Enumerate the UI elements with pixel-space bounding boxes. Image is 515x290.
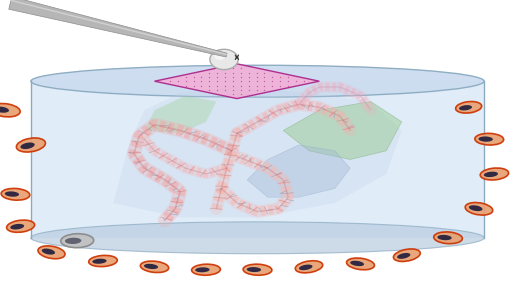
- Ellipse shape: [5, 191, 19, 197]
- Polygon shape: [9, 0, 227, 57]
- Ellipse shape: [141, 261, 168, 273]
- Ellipse shape: [65, 238, 81, 244]
- Ellipse shape: [0, 106, 9, 113]
- Ellipse shape: [299, 264, 313, 270]
- Ellipse shape: [16, 138, 45, 152]
- Ellipse shape: [484, 172, 498, 177]
- Ellipse shape: [214, 52, 226, 60]
- Ellipse shape: [295, 261, 323, 273]
- Ellipse shape: [350, 261, 364, 266]
- Ellipse shape: [480, 168, 509, 180]
- Ellipse shape: [31, 65, 484, 97]
- Ellipse shape: [1, 188, 30, 200]
- Ellipse shape: [10, 224, 24, 229]
- Ellipse shape: [247, 267, 261, 272]
- Ellipse shape: [192, 264, 220, 275]
- Ellipse shape: [42, 249, 55, 255]
- Ellipse shape: [61, 234, 94, 248]
- Ellipse shape: [144, 264, 158, 269]
- Ellipse shape: [89, 255, 117, 267]
- Ellipse shape: [465, 202, 493, 215]
- Ellipse shape: [469, 205, 483, 211]
- Ellipse shape: [38, 246, 65, 259]
- Ellipse shape: [210, 49, 238, 70]
- Ellipse shape: [437, 235, 452, 240]
- Ellipse shape: [195, 267, 210, 272]
- Ellipse shape: [21, 142, 35, 149]
- Ellipse shape: [31, 222, 484, 254]
- Ellipse shape: [0, 104, 20, 117]
- Ellipse shape: [393, 249, 420, 262]
- Ellipse shape: [92, 259, 107, 264]
- Polygon shape: [247, 145, 350, 197]
- Ellipse shape: [475, 133, 504, 145]
- Ellipse shape: [459, 105, 472, 110]
- Ellipse shape: [347, 258, 374, 270]
- Polygon shape: [144, 96, 216, 133]
- Polygon shape: [31, 81, 484, 238]
- Ellipse shape: [456, 102, 482, 113]
- Polygon shape: [113, 87, 402, 218]
- Ellipse shape: [478, 137, 493, 142]
- Polygon shape: [283, 102, 402, 160]
- Polygon shape: [154, 64, 319, 99]
- Ellipse shape: [397, 253, 410, 259]
- Ellipse shape: [434, 232, 462, 244]
- Ellipse shape: [7, 220, 35, 232]
- Ellipse shape: [243, 264, 272, 275]
